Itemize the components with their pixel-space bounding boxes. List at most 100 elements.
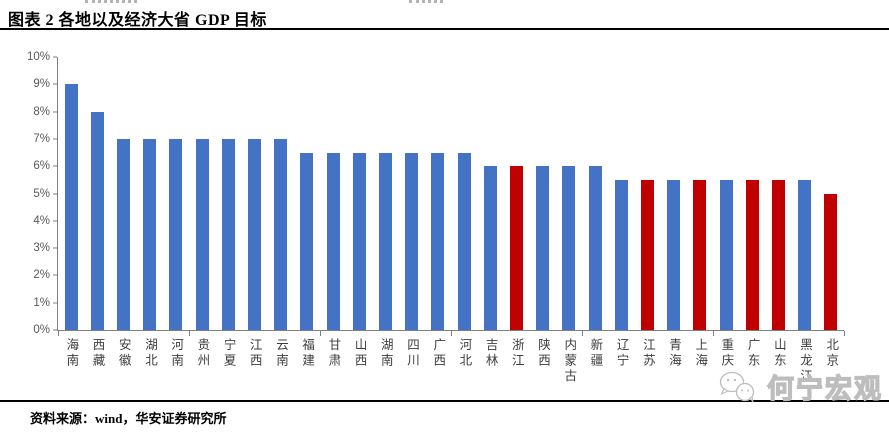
x-category-label: 四川 [404,338,419,369]
bar-浙江 [510,166,524,330]
y-tick-label: 9% [33,78,50,91]
y-tick-mark [53,165,57,167]
watermark-text: 何宁宏观 [766,373,883,404]
bar-slot: 青海 [661,57,687,369]
bar-辽宁 [614,179,628,330]
y-tick-mark [53,193,57,194]
bar-slot: 湖南 [372,57,398,369]
x-category-label: 广西 [431,338,446,369]
bar-slot: 安徽 [110,57,136,369]
bar-青海 [667,179,681,330]
cropped-text-fragment [409,0,443,3]
bar-slot: 西藏 [84,57,110,369]
bar-北京 [824,193,838,330]
bar-slot: 内蒙古 [556,57,582,385]
x-category-label: 贵州 [195,338,210,369]
bar-slot: 甘肃 [320,57,346,369]
bar-新疆 [588,166,602,330]
x-tick-mark [713,331,714,336]
x-category-label: 陕西 [536,338,550,369]
bar-云南 [274,138,288,330]
bar-四川 [405,152,419,330]
bar-西藏 [90,111,104,330]
bar-安徽 [117,138,130,330]
y-tick-label: 7% [33,132,50,145]
wechat-bubbles-icon [719,371,755,402]
y-tick-label: 0% [33,324,50,336]
bar-slot: 辽宁 [608,57,634,369]
bar-slot: 陕西 [530,57,556,369]
bar-slot: 新疆 [582,57,608,369]
x-category-label: 江西 [247,338,262,369]
x-category-label: 湖北 [142,338,157,369]
bar-重庆 [719,179,733,330]
y-tick-label: 10% [26,51,50,63]
x-category-label: 福建 [300,338,315,369]
y-tick-mark [53,83,57,85]
x-category-label: 北京 [824,338,839,369]
bar-slot: 海南 [58,57,84,369]
x-category-label: 内蒙古 [562,338,577,385]
bar-slot: 贵州 [189,57,215,369]
bar-slot: 江西 [241,57,267,369]
bar-slot: 湖北 [137,57,163,369]
x-category-label: 辽宁 [614,338,629,369]
bar-上海 [693,179,707,330]
bar-贵州 [195,138,209,330]
bar-海南 [64,84,78,330]
x-tick-mark [451,331,452,336]
x-category-label: 重庆 [719,338,734,369]
y-tick-mark [53,247,57,249]
x-category-label: 海南 [64,338,79,369]
y-tick-mark [53,220,57,222]
y-tick-label: 2% [33,269,50,282]
bar-黑龙江 [798,179,812,330]
bar-slot: 宁夏 [215,57,241,369]
bar-slot: 吉林 [477,57,503,369]
x-tick-mark [188,331,190,336]
x-category-label: 浙江 [509,338,524,369]
y-tick-label: 6% [33,160,50,173]
x-category-label: 黑龙江 [798,338,813,385]
bar-slot: 上海 [687,57,713,369]
x-category-label: 云南 [273,338,288,369]
bar-slot: 福建 [294,57,320,369]
y-tick-mark [53,329,57,331]
x-category-label: 西藏 [90,338,105,369]
bar-slot: 北京 [818,57,844,369]
x-tick-mark [844,331,845,336]
x-category-label: 广东 [745,338,760,369]
bar-slot: 浙江 [503,57,529,369]
bar-slot: 河南 [163,57,189,369]
bar-slot: 山西 [346,57,372,369]
bar-陕西 [536,166,550,330]
bar-湖南 [379,152,393,330]
bar-福建 [300,152,314,330]
y-tick-mark [53,56,57,58]
bar-内蒙古 [562,166,576,330]
y-tick-mark [53,138,57,140]
bar-slot: 江苏 [634,57,660,369]
y-tick-label: 1% [33,296,50,309]
source-note: 资料来源：wind，华安证券研究所 [30,411,227,426]
bar-广东 [745,179,759,330]
y-tick-mark [53,274,57,276]
x-tick-mark [58,331,59,336]
x-category-label: 山东 [771,338,786,369]
x-category-label: 新疆 [588,338,603,369]
x-category-label: 甘肃 [326,338,341,369]
bar-slot: 广西 [425,57,451,369]
x-category-label: 江苏 [640,338,655,369]
cropped-text-fragment [85,0,137,3]
x-category-label: 宁夏 [221,338,236,369]
title-divider [0,28,889,30]
x-category-label: 青海 [667,338,682,369]
bar-甘肃 [326,152,340,330]
footer-divider [0,400,889,402]
bar-山东 [772,179,786,330]
x-category-label: 河南 [169,338,184,369]
bar-series: 海南 西藏 安徽 湖北 河南 贵州 宁夏 江西 云南 福建 甘肃 山西 湖南 四川 广西 河北 吉林 浙江 陕西 内蒙… [58,57,844,385]
x-category-label: 上海 [693,338,708,369]
x-category-label: 河北 [457,338,472,369]
